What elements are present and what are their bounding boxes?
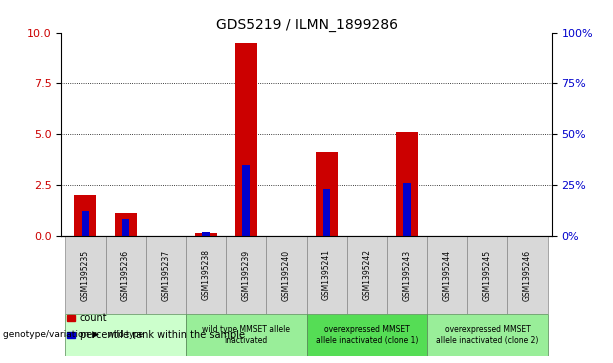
Bar [322,189,330,236]
Bar [387,236,427,314]
Bar [146,236,186,314]
Bar [226,236,266,314]
Text: GSM1395244: GSM1395244 [443,249,452,301]
Bar [427,314,547,356]
Bar [82,211,89,236]
Text: GSM1395238: GSM1395238 [202,249,210,301]
Bar [266,236,306,314]
Text: GSM1395239: GSM1395239 [242,249,251,301]
Text: genotype/variation ▶: genotype/variation ▶ [3,330,99,339]
Bar [122,220,129,236]
Text: GSM1395242: GSM1395242 [362,249,371,301]
Bar [186,236,226,314]
Bar [242,165,250,236]
Bar [105,236,146,314]
Bar [403,183,411,236]
Bar [316,152,338,236]
Title: GDS5219 / ILMN_1899286: GDS5219 / ILMN_1899286 [216,18,397,32]
Bar [74,195,96,236]
Bar [66,314,186,356]
Bar [508,236,547,314]
Bar [66,236,105,314]
Text: GSM1395240: GSM1395240 [282,249,291,301]
Text: GSM1395236: GSM1395236 [121,249,130,301]
Text: GSM1395235: GSM1395235 [81,249,90,301]
Text: count: count [80,313,107,323]
Bar [347,236,387,314]
Text: GSM1395246: GSM1395246 [523,249,532,301]
Bar [186,314,306,356]
Bar [427,236,467,314]
Text: percentile rank within the sample: percentile rank within the sample [80,330,245,340]
Text: GSM1395245: GSM1395245 [483,249,492,301]
Text: GSM1395237: GSM1395237 [161,249,170,301]
Bar [195,233,217,236]
Bar [235,43,257,236]
Text: GSM1395243: GSM1395243 [403,249,411,301]
Text: overexpressed MMSET
allele inactivated (clone 1): overexpressed MMSET allele inactivated (… [316,325,418,345]
Bar [115,213,137,236]
Text: overexpressed MMSET
allele inactivated (clone 2): overexpressed MMSET allele inactivated (… [436,325,539,345]
Bar [306,314,427,356]
Bar [396,132,418,236]
Text: GSM1395241: GSM1395241 [322,249,331,301]
Bar [467,236,508,314]
Text: wild type: wild type [108,330,143,339]
Bar [202,232,210,236]
Bar [306,236,347,314]
Text: wild type MMSET allele
inactivated: wild type MMSET allele inactivated [202,325,290,345]
